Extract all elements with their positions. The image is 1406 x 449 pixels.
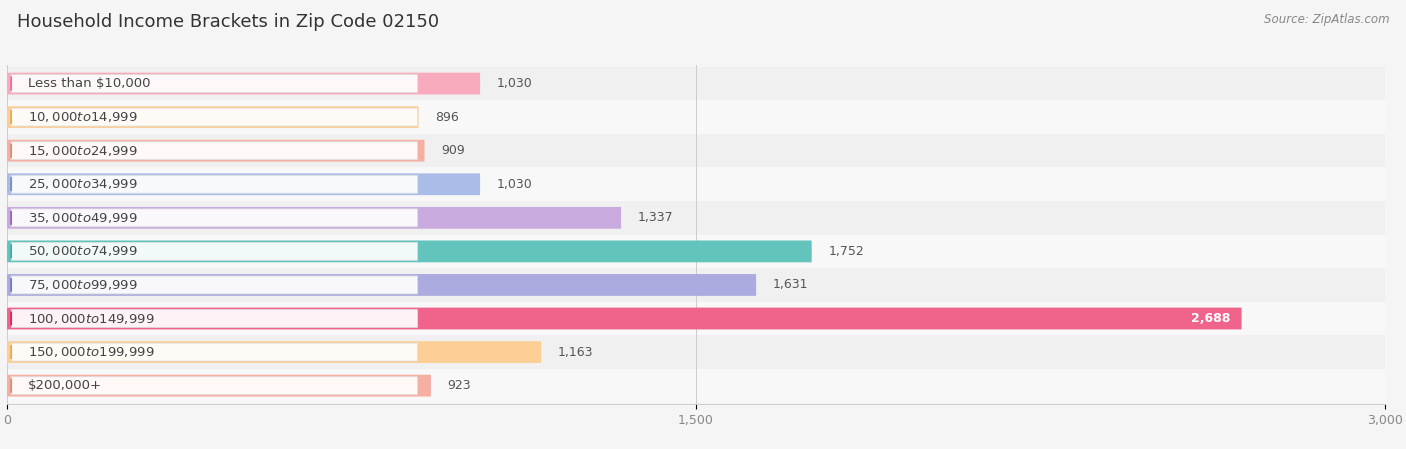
FancyBboxPatch shape (11, 377, 418, 395)
Text: 896: 896 (434, 110, 458, 123)
Text: $150,000 to $199,999: $150,000 to $199,999 (28, 345, 155, 359)
FancyBboxPatch shape (7, 106, 419, 128)
Text: Less than $10,000: Less than $10,000 (28, 77, 150, 90)
FancyBboxPatch shape (7, 100, 1385, 134)
Text: 923: 923 (447, 379, 471, 392)
Text: $75,000 to $99,999: $75,000 to $99,999 (28, 278, 138, 292)
Text: $25,000 to $34,999: $25,000 to $34,999 (28, 177, 138, 191)
FancyBboxPatch shape (7, 67, 1385, 100)
FancyBboxPatch shape (7, 201, 1385, 235)
Text: 1,337: 1,337 (638, 211, 673, 224)
FancyBboxPatch shape (11, 142, 418, 160)
Text: Source: ZipAtlas.com: Source: ZipAtlas.com (1264, 13, 1389, 26)
FancyBboxPatch shape (7, 73, 479, 94)
Text: $50,000 to $74,999: $50,000 to $74,999 (28, 244, 138, 258)
FancyBboxPatch shape (7, 235, 1385, 268)
FancyBboxPatch shape (7, 268, 1385, 302)
Text: $200,000+: $200,000+ (28, 379, 101, 392)
FancyBboxPatch shape (7, 241, 811, 262)
FancyBboxPatch shape (7, 302, 1385, 335)
FancyBboxPatch shape (11, 175, 418, 193)
Text: $15,000 to $24,999: $15,000 to $24,999 (28, 144, 138, 158)
Text: $35,000 to $49,999: $35,000 to $49,999 (28, 211, 138, 225)
Text: 1,752: 1,752 (828, 245, 865, 258)
Text: Household Income Brackets in Zip Code 02150: Household Income Brackets in Zip Code 02… (17, 13, 439, 31)
FancyBboxPatch shape (7, 274, 756, 296)
Text: 1,163: 1,163 (558, 346, 593, 359)
FancyBboxPatch shape (11, 309, 418, 327)
Text: 909: 909 (441, 144, 465, 157)
FancyBboxPatch shape (11, 108, 418, 126)
FancyBboxPatch shape (7, 207, 621, 229)
FancyBboxPatch shape (7, 134, 1385, 167)
FancyBboxPatch shape (11, 276, 418, 294)
FancyBboxPatch shape (11, 343, 418, 361)
FancyBboxPatch shape (7, 369, 1385, 402)
Text: 1,030: 1,030 (496, 77, 533, 90)
Text: 2,688: 2,688 (1191, 312, 1230, 325)
FancyBboxPatch shape (7, 341, 541, 363)
FancyBboxPatch shape (7, 140, 425, 162)
Text: 1,631: 1,631 (773, 278, 808, 291)
FancyBboxPatch shape (11, 209, 418, 227)
FancyBboxPatch shape (11, 242, 418, 260)
FancyBboxPatch shape (7, 173, 479, 195)
FancyBboxPatch shape (11, 75, 418, 92)
FancyBboxPatch shape (7, 167, 1385, 201)
Text: 1,030: 1,030 (496, 178, 533, 191)
Text: $100,000 to $149,999: $100,000 to $149,999 (28, 312, 155, 326)
Text: $10,000 to $14,999: $10,000 to $14,999 (28, 110, 138, 124)
FancyBboxPatch shape (7, 335, 1385, 369)
FancyBboxPatch shape (7, 375, 432, 396)
FancyBboxPatch shape (7, 308, 1241, 330)
